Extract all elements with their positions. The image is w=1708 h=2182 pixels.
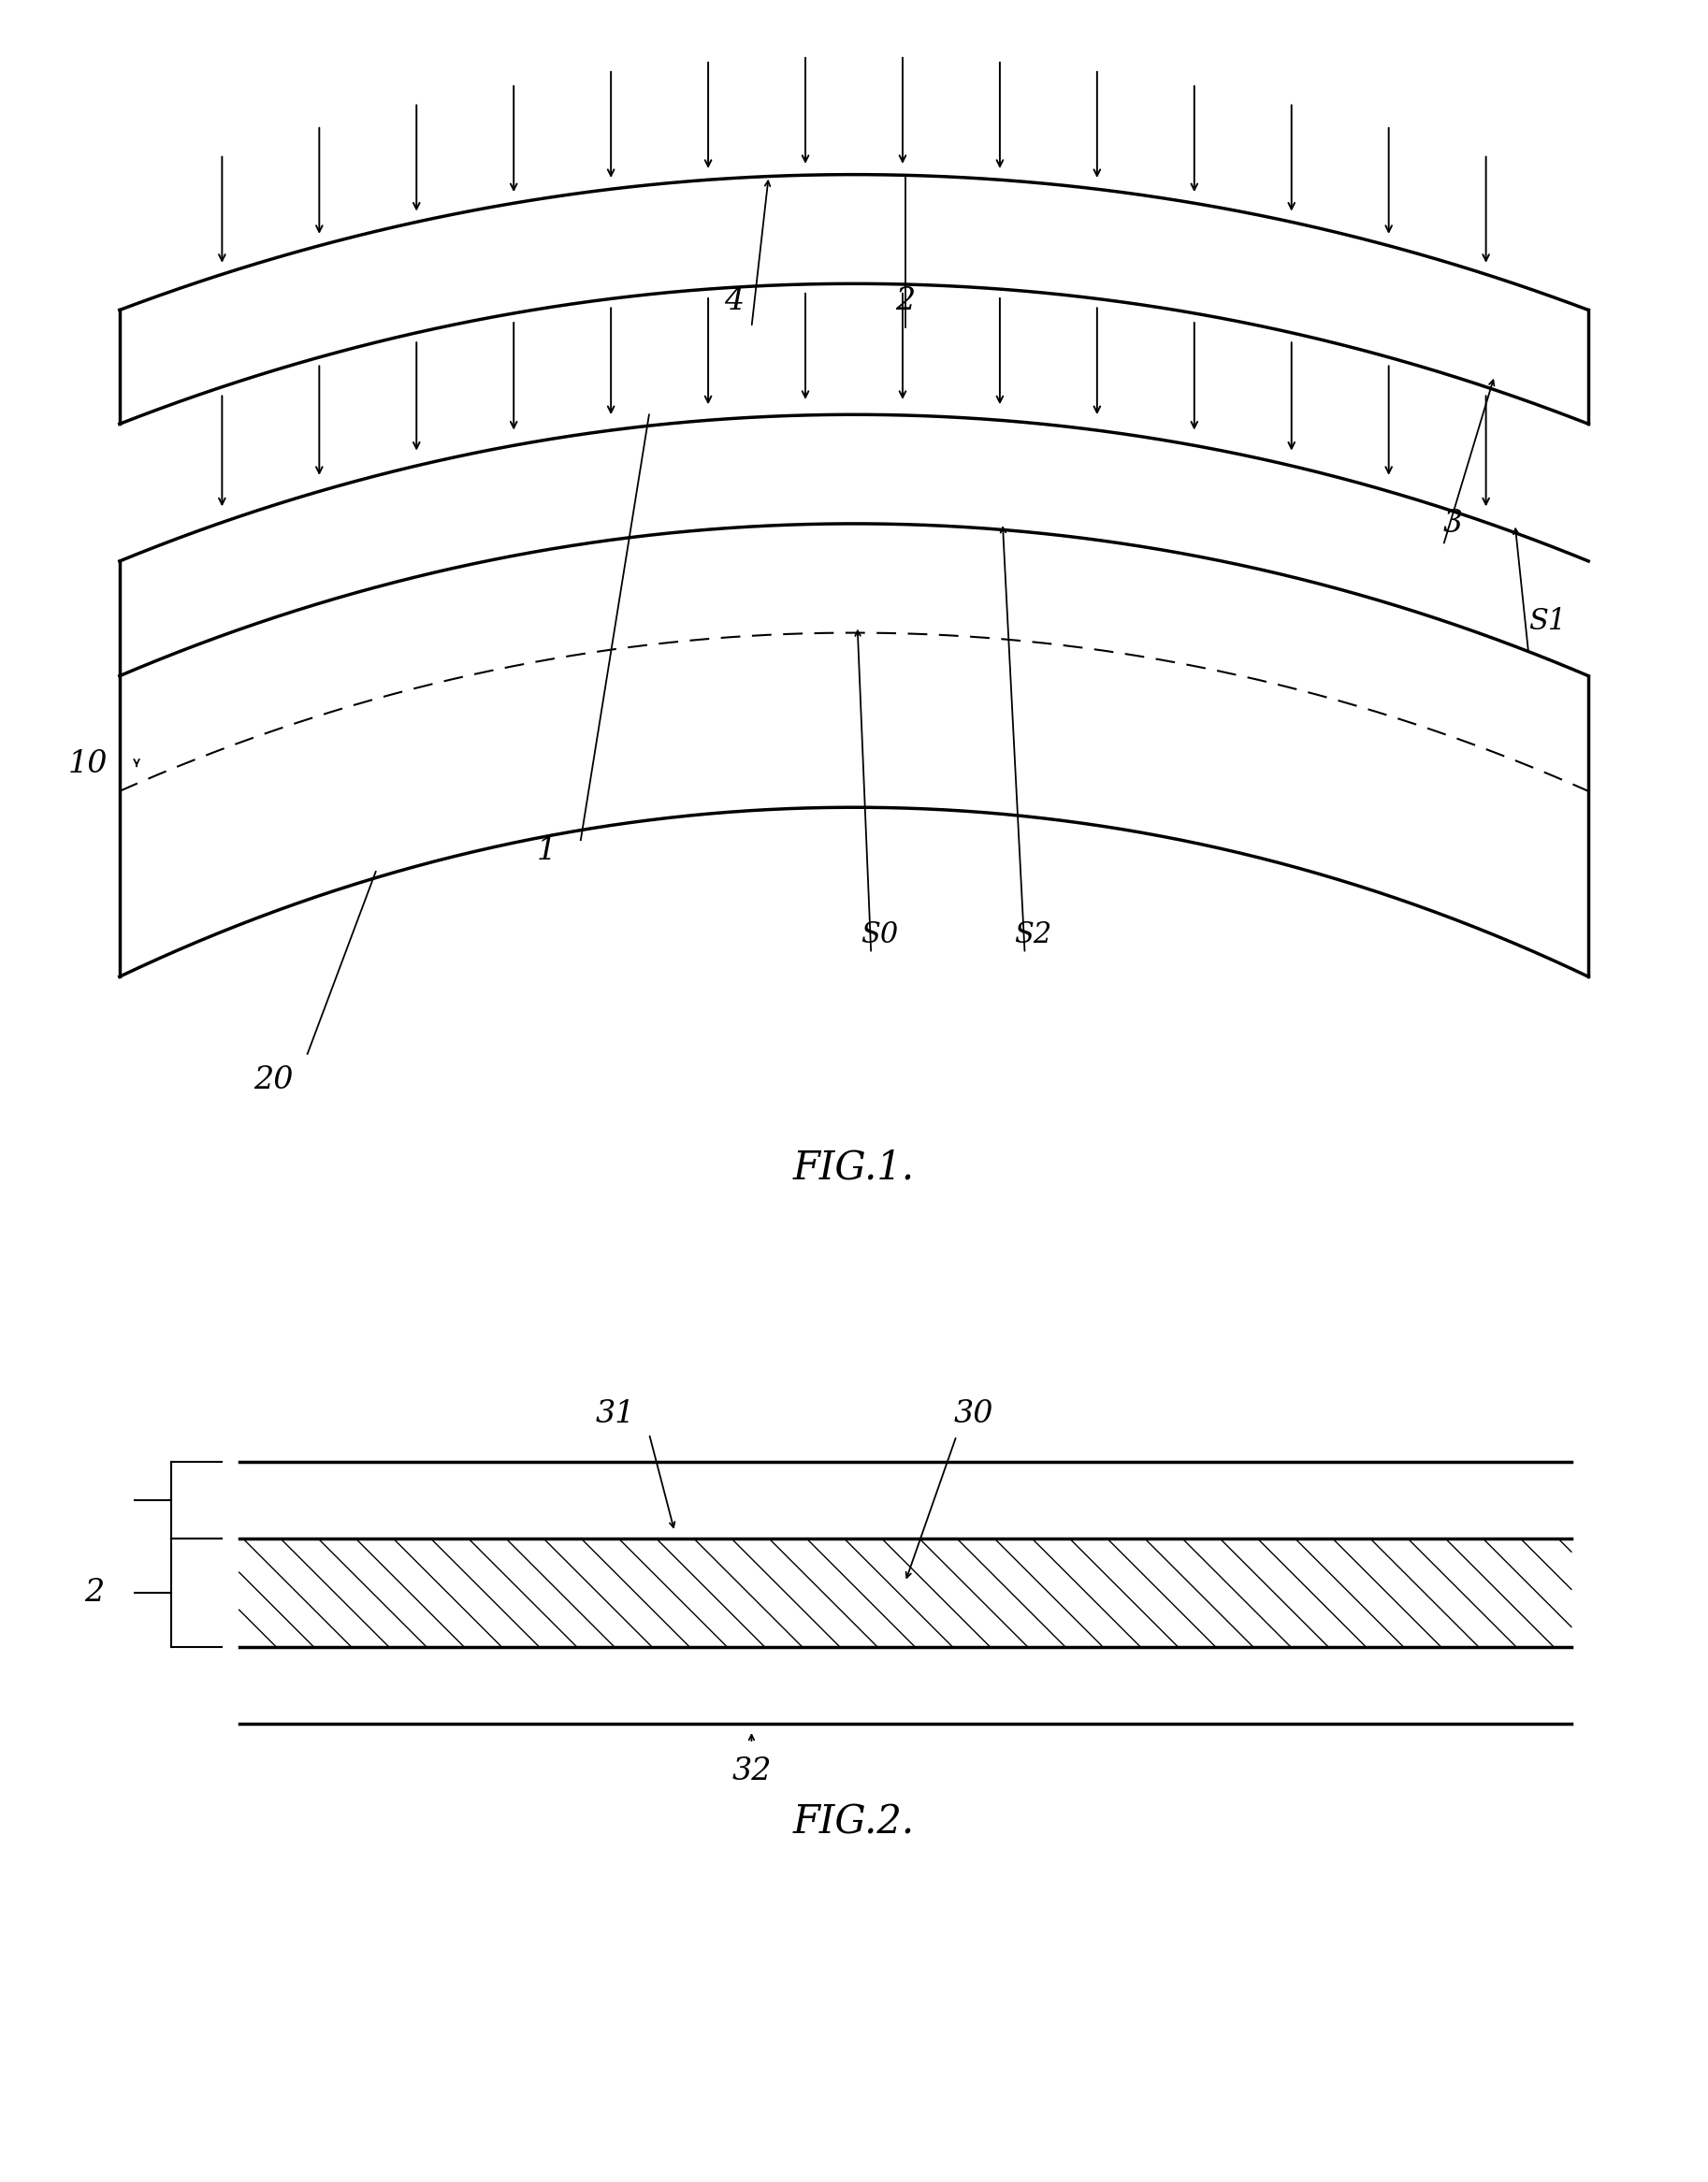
Text: 2: 2 xyxy=(84,1578,104,1608)
Text: 32: 32 xyxy=(731,1757,772,1787)
Text: 10: 10 xyxy=(68,748,108,779)
Text: 4: 4 xyxy=(724,286,745,316)
Text: 20: 20 xyxy=(253,1065,294,1095)
Text: 3: 3 xyxy=(1443,508,1464,539)
Text: 2: 2 xyxy=(895,286,915,316)
Text: FIG.1.: FIG.1. xyxy=(793,1148,915,1187)
Text: 30: 30 xyxy=(953,1399,994,1429)
Text: FIG.2.: FIG.2. xyxy=(793,1802,915,1842)
Text: 31: 31 xyxy=(594,1399,635,1429)
Text: 1: 1 xyxy=(536,836,557,866)
Text: S1: S1 xyxy=(1529,607,1566,637)
Text: S0: S0 xyxy=(861,921,898,949)
Text: S2: S2 xyxy=(1015,921,1052,949)
